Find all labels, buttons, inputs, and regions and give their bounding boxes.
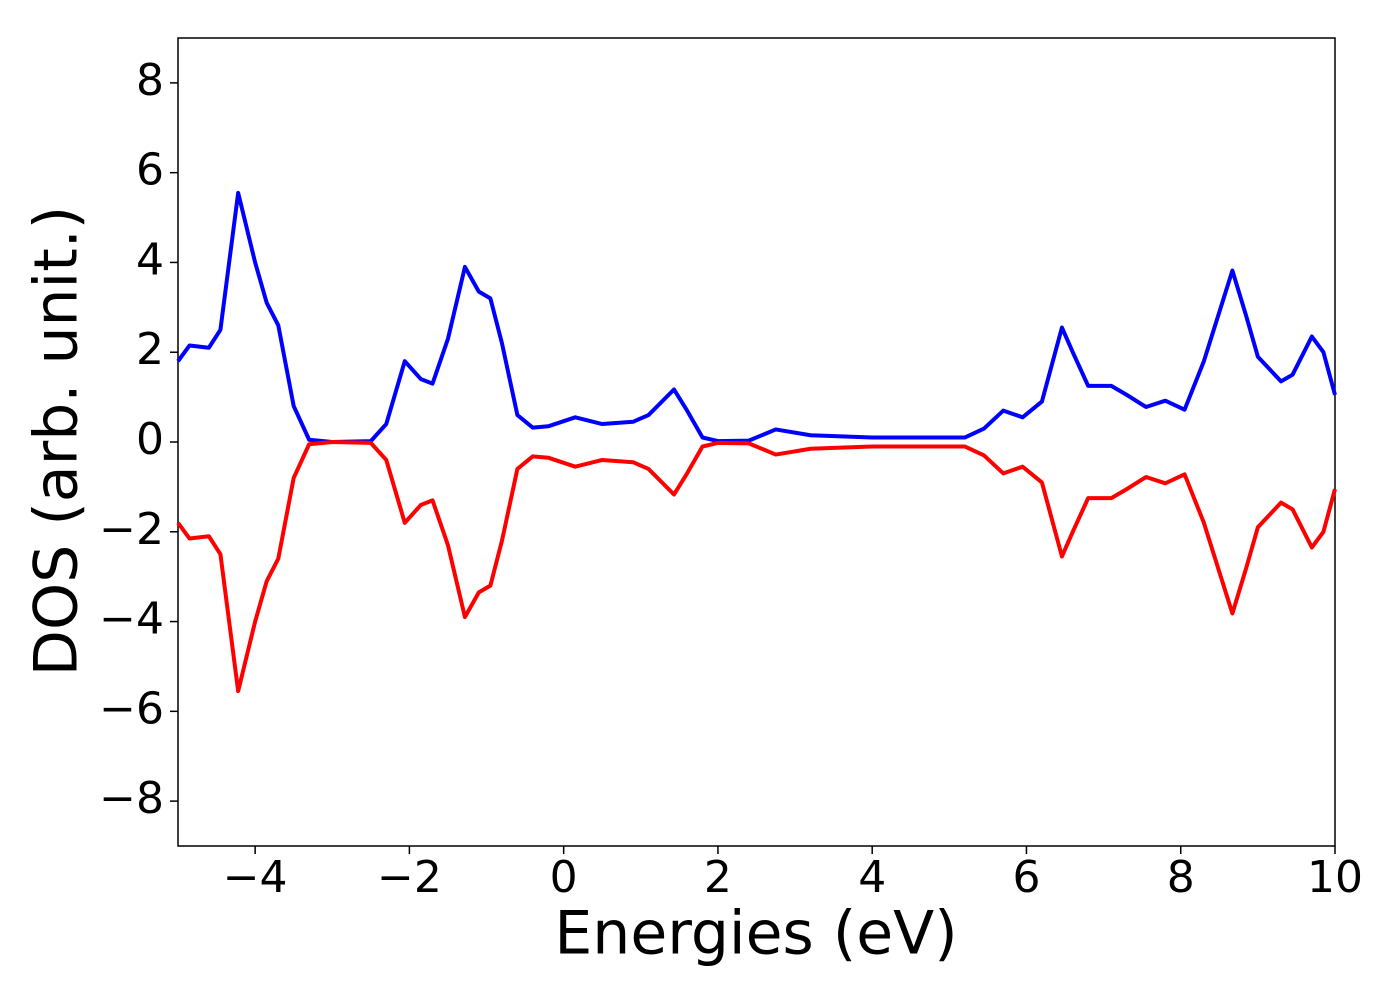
- line-series: [176, 440, 1337, 694]
- y-tick-label: −6: [99, 683, 164, 734]
- x-tick-label: 6: [1012, 852, 1040, 903]
- y-tick-label: 0: [136, 414, 164, 465]
- y-tick-label: −4: [99, 594, 164, 645]
- x-tick-label: 0: [550, 852, 578, 903]
- line-series: [176, 190, 1337, 444]
- y-axis-label: DOS (arb. unit.): [22, 206, 92, 676]
- y-tick-label: −8: [99, 773, 164, 824]
- x-tick-label: 4: [858, 852, 886, 903]
- x-axis-label: Energies (eV): [554, 899, 957, 969]
- x-tick-label: −2: [377, 852, 442, 903]
- x-tick-label: 2: [704, 852, 732, 903]
- x-tick-label: −4: [223, 852, 288, 903]
- y-tick-label: 8: [136, 55, 164, 106]
- y-tick-label: 2: [136, 324, 164, 375]
- x-tick-label: 10: [1307, 852, 1363, 903]
- x-tick-label: 8: [1167, 852, 1195, 903]
- y-tick-label: 6: [136, 145, 164, 196]
- y-tick-label: 4: [136, 234, 164, 285]
- y-tick-label: −2: [99, 504, 164, 555]
